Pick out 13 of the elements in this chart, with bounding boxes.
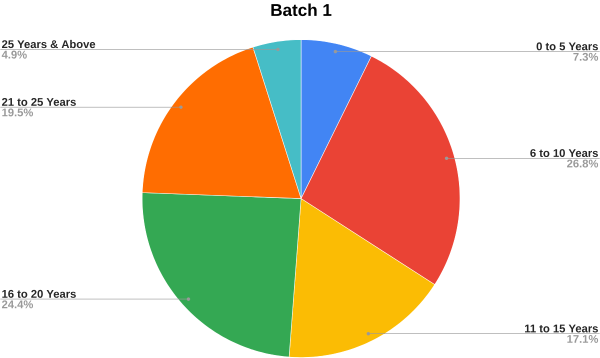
data-label: 7.3% (573, 52, 598, 61)
data-label: 26.8% (567, 160, 598, 168)
slice-label: 6 to 10 Years (530, 149, 598, 158)
slice-label: 11 to 15 Years (525, 324, 598, 333)
data-label: 17.1% (567, 335, 598, 343)
data-label: 24.4% (2, 300, 34, 308)
data-label: 19.5% (2, 108, 34, 117)
slice-label: 0 to 5 Years (536, 42, 598, 50)
data-label: 4.9% (2, 50, 27, 59)
chart-title: Batch 1 (271, 4, 332, 16)
slice-label: 21 to 25 Years (2, 98, 76, 106)
slice-label: 16 to 20 Years (2, 290, 76, 298)
slice-label: 25 Years & Above (2, 40, 96, 48)
